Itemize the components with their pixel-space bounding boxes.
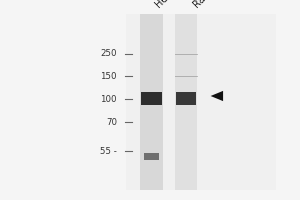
Text: Hela: Hela (153, 0, 176, 9)
Text: 150: 150 (100, 72, 117, 81)
Bar (176, 92, 196, 105)
Polygon shape (211, 91, 223, 101)
Text: 70: 70 (106, 118, 117, 127)
Bar (144, 153, 159, 160)
Bar (141, 92, 162, 105)
Text: 100: 100 (100, 95, 117, 104)
Text: 55 -: 55 - (100, 147, 117, 156)
Text: 250: 250 (100, 49, 117, 58)
Bar (175, 14, 197, 190)
Text: Ramos: Ramos (191, 0, 222, 9)
Bar (140, 14, 163, 190)
Bar (126, 14, 276, 190)
